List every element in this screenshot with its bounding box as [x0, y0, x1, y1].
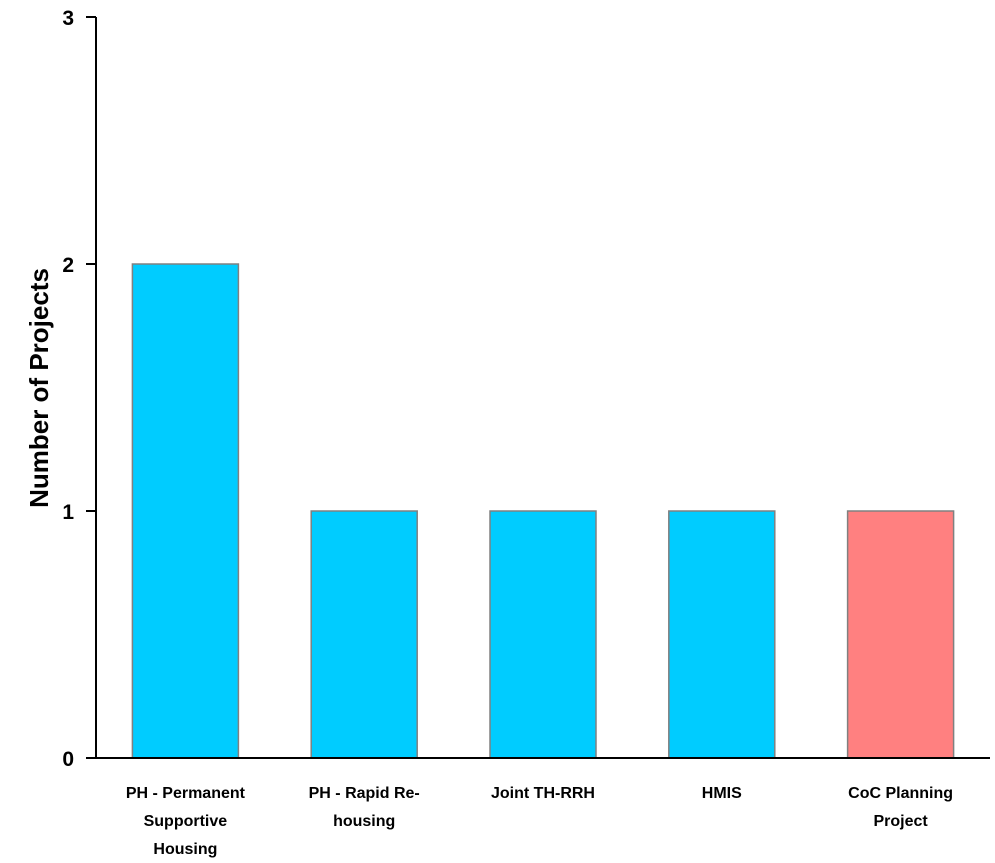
x-category-label-line: housing	[333, 813, 395, 830]
bar-3	[489, 510, 597, 759]
bars	[131, 263, 955, 759]
x-category-label-line: Project	[873, 813, 928, 830]
x-category-labels: PH - Permanent Supportive Housing PH - Rapi…	[126, 785, 953, 858]
bar-2	[310, 510, 418, 759]
x-category-label: Joint TH-RRH	[491, 785, 595, 802]
bar-4	[668, 510, 776, 759]
x-category-label: PH - Rapid Re-housing	[309, 785, 420, 830]
x-category-label-line: PH - Rapid Re-	[309, 785, 420, 802]
x-category-label-line: Housing	[153, 841, 217, 858]
x-category-label-line: Supportive	[144, 813, 228, 830]
x-category-label-line: Joint TH-RRH	[491, 785, 595, 802]
y-axis-title: Number of Projects	[24, 268, 54, 508]
x-category-label-line: HMIS	[702, 785, 742, 802]
y-tick-label: 0	[62, 748, 74, 771]
bar-5	[846, 510, 955, 759]
x-category-label-line: CoC Planning	[848, 785, 953, 802]
y-ticks: 0 1 2 3	[62, 7, 96, 771]
x-category-label-line: PH - Permanent	[126, 785, 246, 802]
x-category-label: PH - Permanent Supportive Housing	[126, 785, 246, 858]
y-tick-label: 1	[62, 501, 74, 524]
bar-1	[131, 263, 240, 759]
axes	[95, 17, 990, 759]
y-tick-label: 2	[62, 254, 74, 277]
y-tick-label: 3	[62, 7, 74, 30]
x-category-label: CoC Planning Project	[848, 785, 953, 830]
x-category-label: HMIS	[702, 785, 742, 802]
